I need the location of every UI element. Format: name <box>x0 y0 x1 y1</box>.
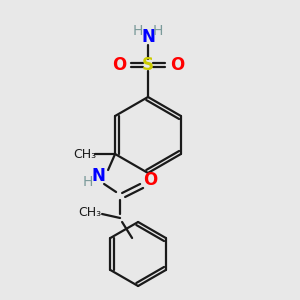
Text: H: H <box>133 24 143 38</box>
Text: H: H <box>153 24 163 38</box>
Text: S: S <box>142 56 154 74</box>
Text: N: N <box>91 167 105 185</box>
Text: O: O <box>170 56 184 74</box>
Text: CH₃: CH₃ <box>74 148 97 160</box>
Text: N: N <box>141 28 155 46</box>
Text: O: O <box>112 56 126 74</box>
Text: H: H <box>83 175 93 189</box>
Text: CH₃: CH₃ <box>79 206 102 218</box>
Text: O: O <box>143 171 157 189</box>
